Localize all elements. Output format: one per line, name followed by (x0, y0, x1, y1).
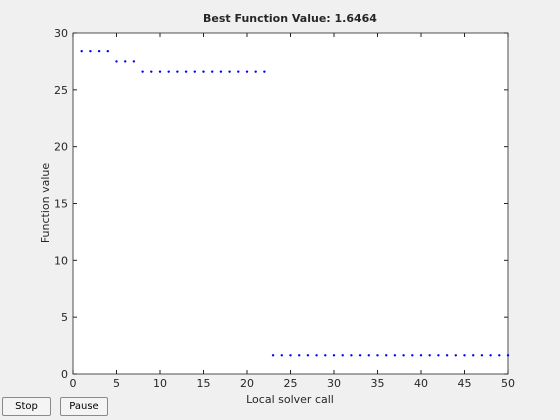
point (419, 354, 423, 357)
point (193, 70, 196, 73)
y-tick-label: 10 (54, 254, 68, 267)
y-tick-label: 15 (54, 198, 68, 211)
point (132, 60, 136, 63)
point (254, 70, 257, 73)
point (480, 354, 484, 357)
x-tick-label: 30 (327, 377, 341, 390)
pause-button[interactable]: Pause (60, 397, 108, 416)
x-tick-label: 10 (153, 377, 167, 390)
point (184, 70, 188, 73)
point (167, 70, 170, 73)
point (263, 70, 266, 73)
point (376, 354, 379, 357)
point (463, 354, 466, 357)
point (80, 49, 83, 53)
point (298, 354, 301, 357)
point (472, 354, 475, 357)
point (141, 70, 144, 73)
x-tick-label: 0 (70, 377, 77, 390)
y-tick-label: 0 (61, 368, 68, 381)
x-tick-label: 50 (501, 377, 515, 390)
stop-button[interactable]: Stop (2, 397, 51, 416)
point (280, 354, 283, 357)
point (158, 70, 162, 73)
point (202, 70, 205, 73)
point (289, 354, 292, 357)
point (97, 49, 101, 53)
x-tick-label: 25 (284, 377, 298, 390)
point (498, 354, 501, 357)
point (315, 354, 318, 357)
point (228, 70, 231, 73)
x-tick-label: 20 (240, 377, 254, 390)
y-axis-label: Function value (39, 163, 52, 244)
point (385, 354, 388, 357)
point (211, 70, 214, 73)
point (237, 70, 240, 73)
point (106, 49, 110, 53)
chart-title: Best Function Value: 1.6464 (203, 12, 377, 25)
point (358, 354, 362, 357)
y-tick-label: 25 (54, 84, 68, 97)
x-tick-label: 15 (197, 377, 211, 390)
point (428, 354, 431, 357)
y-tick-label: 20 (54, 141, 68, 154)
plot-area (73, 33, 508, 374)
point (219, 70, 223, 73)
point (367, 354, 370, 357)
point (437, 354, 440, 357)
point (124, 60, 127, 63)
point (271, 354, 275, 357)
point (341, 354, 344, 357)
point (306, 354, 310, 357)
y-tick-label: 5 (61, 311, 68, 324)
point (445, 354, 449, 357)
x-tick-label: 5 (113, 377, 120, 390)
x-tick-label: 40 (414, 377, 428, 390)
point (393, 354, 397, 357)
point (489, 354, 492, 357)
point (245, 70, 249, 73)
point (454, 354, 457, 357)
point (411, 354, 414, 357)
point (402, 354, 405, 357)
point (506, 354, 510, 357)
point (332, 354, 336, 357)
x-tick-label: 45 (458, 377, 472, 390)
point (150, 70, 153, 73)
point (176, 70, 179, 73)
point (324, 354, 327, 357)
point (115, 60, 118, 63)
point (350, 354, 353, 357)
x-tick-label: 35 (371, 377, 385, 390)
point (89, 49, 92, 53)
x-axis-label: Local solver call (246, 393, 334, 406)
y-tick-label: 30 (54, 27, 68, 40)
